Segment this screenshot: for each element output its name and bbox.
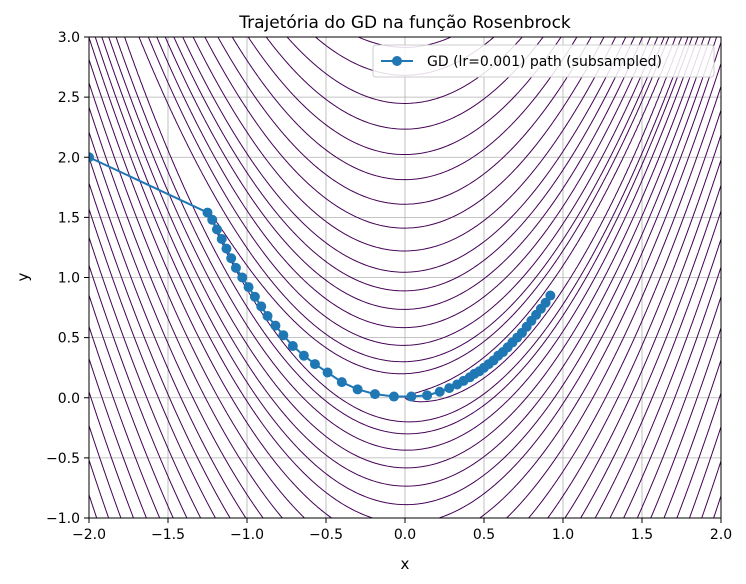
series-point <box>287 341 298 352</box>
series-point <box>309 359 320 370</box>
contour-line <box>89 459 721 518</box>
contour-line <box>89 37 721 518</box>
contour-line <box>89 358 721 518</box>
contour-line <box>89 37 721 518</box>
y-tick-label: 1.0 <box>58 271 80 287</box>
contour-line <box>89 37 721 518</box>
y-tick-label: 0.5 <box>58 331 80 347</box>
series-point <box>237 272 248 283</box>
series-point <box>298 350 309 361</box>
series-point <box>211 224 222 235</box>
series-point <box>388 391 399 402</box>
chart-title: Trajetória do GD na função Rosenbrock <box>238 13 571 33</box>
contour-line <box>101 37 711 487</box>
series-point <box>540 297 551 308</box>
y-tick-label: 2.5 <box>58 90 80 106</box>
series-point <box>270 320 281 331</box>
series-point <box>369 389 380 400</box>
x-tick-label: −1.0 <box>230 527 264 543</box>
legend-label: GD (lr=0.001) path (subsampled) <box>427 54 662 70</box>
series-point <box>230 262 241 273</box>
series-point <box>262 310 273 321</box>
y-tick-label: −0.5 <box>46 451 80 467</box>
y-axis-label: y <box>14 272 32 281</box>
series-point <box>202 207 213 218</box>
series-point <box>434 386 445 397</box>
axis-ticks: −2.0 −1.5 −1.0 −0.5 0.0 0.5 1.0 1.5 2.0 −1.0 −0.5 0… <box>46 30 732 543</box>
x-tick-label: 2.0 <box>710 527 732 543</box>
series-point <box>256 301 267 312</box>
contour-line <box>89 37 721 518</box>
series-point <box>221 243 232 254</box>
contour-line <box>89 295 721 518</box>
legend-box <box>372 44 715 78</box>
y-tick-label: 2.0 <box>58 150 80 166</box>
series-point <box>352 384 363 395</box>
x-tick-label: 1.0 <box>552 527 574 543</box>
series-point <box>278 330 289 341</box>
gd-path-series <box>89 152 556 402</box>
y-tick-label: −1.0 <box>46 511 80 527</box>
x-tick-label: −2.0 <box>72 527 106 543</box>
contour-line <box>115 37 699 451</box>
contour-line <box>89 37 721 518</box>
series-point <box>444 383 455 394</box>
contour-line <box>211 37 689 423</box>
series-point <box>422 390 433 401</box>
x-tick-label: −0.5 <box>309 527 343 543</box>
series-point <box>243 282 254 293</box>
x-tick-label: 0.0 <box>394 527 416 543</box>
x-axis-label: x <box>401 555 410 573</box>
series-point <box>216 234 227 245</box>
series-point <box>89 152 94 163</box>
contour-line <box>108 37 705 469</box>
contour-line <box>94 37 718 506</box>
series-point <box>545 290 556 301</box>
contour-line <box>89 37 721 518</box>
x-tick-label: −1.5 <box>151 527 185 543</box>
y-tick-label: 0.0 <box>58 391 80 407</box>
contour-line <box>89 391 721 518</box>
series-point <box>207 214 218 225</box>
legend: GD (lr=0.001) path (subsampled) <box>372 44 715 78</box>
contour-line <box>89 37 721 518</box>
series-point <box>226 253 237 264</box>
series-point <box>336 377 347 388</box>
y-tick-label: 3.0 <box>58 30 80 46</box>
series-point <box>322 367 333 378</box>
series-point <box>406 391 417 402</box>
x-tick-label: 0.5 <box>473 527 495 543</box>
contour-line <box>89 326 721 518</box>
contour-lines <box>89 37 721 518</box>
x-tick-label: 1.5 <box>631 527 653 543</box>
y-tick-label: 1.5 <box>58 210 80 226</box>
legend-marker <box>392 56 402 66</box>
series-point <box>249 291 260 302</box>
contour-line <box>89 425 721 518</box>
contour-line <box>124 37 693 435</box>
